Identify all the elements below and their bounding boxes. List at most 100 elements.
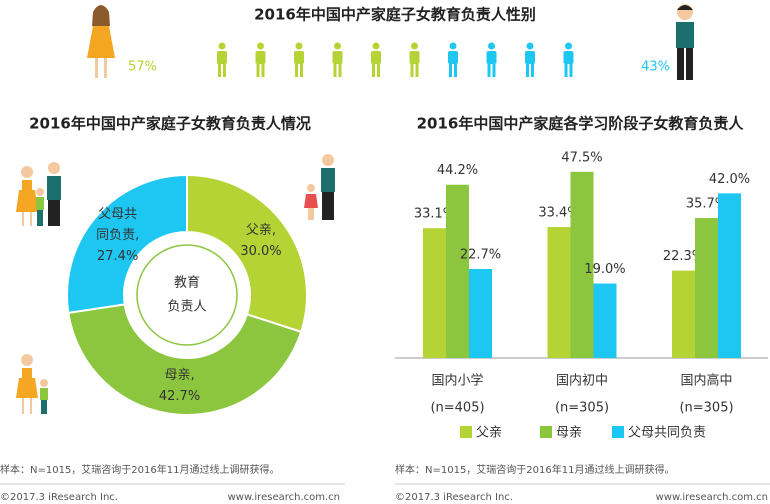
icon-body — [255, 51, 266, 64]
slice-value: 42.7% — [159, 389, 200, 404]
icon-body — [525, 51, 535, 64]
icon-leg — [256, 64, 260, 77]
icon-body — [563, 51, 574, 64]
icon-body — [409, 51, 420, 64]
icon-leg — [372, 64, 375, 77]
icon-body — [294, 51, 304, 64]
bar-value-label: 22.7% — [460, 248, 501, 263]
bar-value-label: 33.1% — [414, 207, 455, 222]
bar-title: 2016年中国中产家庭各学习阶段子女教育负责人 — [417, 115, 745, 133]
percent-label: 43% — [641, 60, 670, 75]
legend-label: 母亲 — [556, 426, 582, 441]
icon-leg — [218, 64, 221, 77]
bar — [672, 270, 695, 358]
bar-value-label: 44.2% — [437, 163, 478, 178]
bar-value-label: 35.7% — [686, 197, 727, 212]
x-tick-note: (n=305) — [679, 401, 733, 416]
bar-value-label: 33.4% — [538, 206, 579, 221]
bar-value-label: 19.0% — [584, 262, 625, 277]
icon-leg — [492, 64, 496, 77]
slice-label: 同负责, — [96, 228, 139, 243]
donut-slice — [67, 303, 303, 416]
bar — [423, 228, 446, 358]
slice-label: 父母共 — [98, 207, 137, 222]
icon-leg — [526, 64, 529, 77]
family-figure — [16, 162, 61, 226]
bar-value-label: 22.3% — [663, 249, 704, 264]
icon-leg — [338, 64, 342, 77]
icon-leg — [410, 64, 414, 77]
x-tick-label: 国内小学 — [431, 373, 483, 389]
bar — [570, 171, 594, 358]
donut-slice — [186, 173, 308, 334]
icon-leg — [415, 64, 419, 77]
bar — [695, 218, 718, 358]
slice-label: 母亲, — [164, 368, 194, 383]
icon-leg — [531, 64, 534, 77]
icon-head — [526, 42, 534, 50]
icon-head — [411, 42, 418, 50]
icon-head — [488, 42, 495, 50]
icon-leg — [569, 64, 573, 77]
bar — [469, 269, 492, 358]
slice-label: 父亲, — [246, 223, 276, 238]
footer-url: www.iresearch.com.cn — [228, 492, 340, 503]
icon-body — [371, 51, 381, 64]
icon-leg — [261, 64, 265, 77]
center-label: 负责人 — [167, 300, 206, 315]
footer-copyright: ©2017.3 iResearch Inc. — [0, 492, 118, 503]
bar — [718, 193, 741, 358]
father-child-figure — [304, 154, 335, 220]
footer-source: 样本：N=1015，艾瑞咨询于2016年11月通过线上调研获得。 — [395, 463, 674, 476]
legend-label: 父母共同负责 — [628, 426, 706, 441]
bar — [593, 283, 617, 358]
female-icons — [217, 42, 420, 77]
center-label: 教育 — [174, 275, 200, 291]
man-figure — [676, 4, 694, 80]
icon-body — [448, 51, 458, 64]
donut-slice — [66, 173, 188, 314]
icon-head — [565, 42, 572, 50]
footer-url: www.iresearch.com.cn — [656, 492, 768, 503]
bar-value-label: 42.0% — [709, 172, 750, 187]
icon-leg — [487, 64, 491, 77]
icon-head — [257, 42, 264, 50]
gender-title: 2016年中国中产家庭子女教育负责人性别 — [254, 6, 536, 24]
legend-swatch — [460, 426, 472, 438]
donut-title: 2016年中国中产家庭子女教育负责人情况 — [29, 115, 311, 133]
icon-leg — [454, 64, 457, 77]
icon-body — [486, 51, 497, 64]
icon-leg — [564, 64, 568, 77]
icon-leg — [333, 64, 337, 77]
icon-head — [449, 42, 457, 50]
icon-leg — [223, 64, 226, 77]
slice-value: 27.4% — [97, 249, 138, 264]
x-tick-note: (n=305) — [555, 401, 609, 416]
x-tick-label: 国内初中 — [556, 373, 608, 389]
icon-head — [334, 42, 341, 50]
bar — [547, 227, 571, 358]
icon-leg — [377, 64, 380, 77]
bar-value-label: 47.5% — [561, 150, 602, 165]
x-tick-label: 国内高中 — [680, 373, 732, 389]
icon-body — [332, 51, 343, 64]
woman-figure — [87, 5, 115, 78]
icon-leg — [300, 64, 303, 77]
icon-leg — [449, 64, 452, 77]
mother-child-figure — [16, 354, 48, 414]
percent-label: 57% — [128, 60, 157, 75]
icon-head — [372, 42, 380, 50]
center-ring — [136, 244, 238, 346]
slice-value: 30.0% — [240, 244, 281, 259]
footer-copyright: ©2017.3 iResearch Inc. — [395, 492, 513, 503]
legend-label: 父亲 — [476, 426, 502, 441]
legend-swatch — [540, 426, 552, 438]
male-icons — [448, 42, 574, 77]
footer-source: 样本：N=1015，艾瑞咨询于2016年11月通过线上调研获得。 — [0, 463, 279, 476]
icon-leg — [295, 64, 298, 77]
x-tick-note: (n=405) — [430, 401, 484, 416]
icon-head — [295, 42, 303, 50]
icon-body — [217, 51, 227, 64]
